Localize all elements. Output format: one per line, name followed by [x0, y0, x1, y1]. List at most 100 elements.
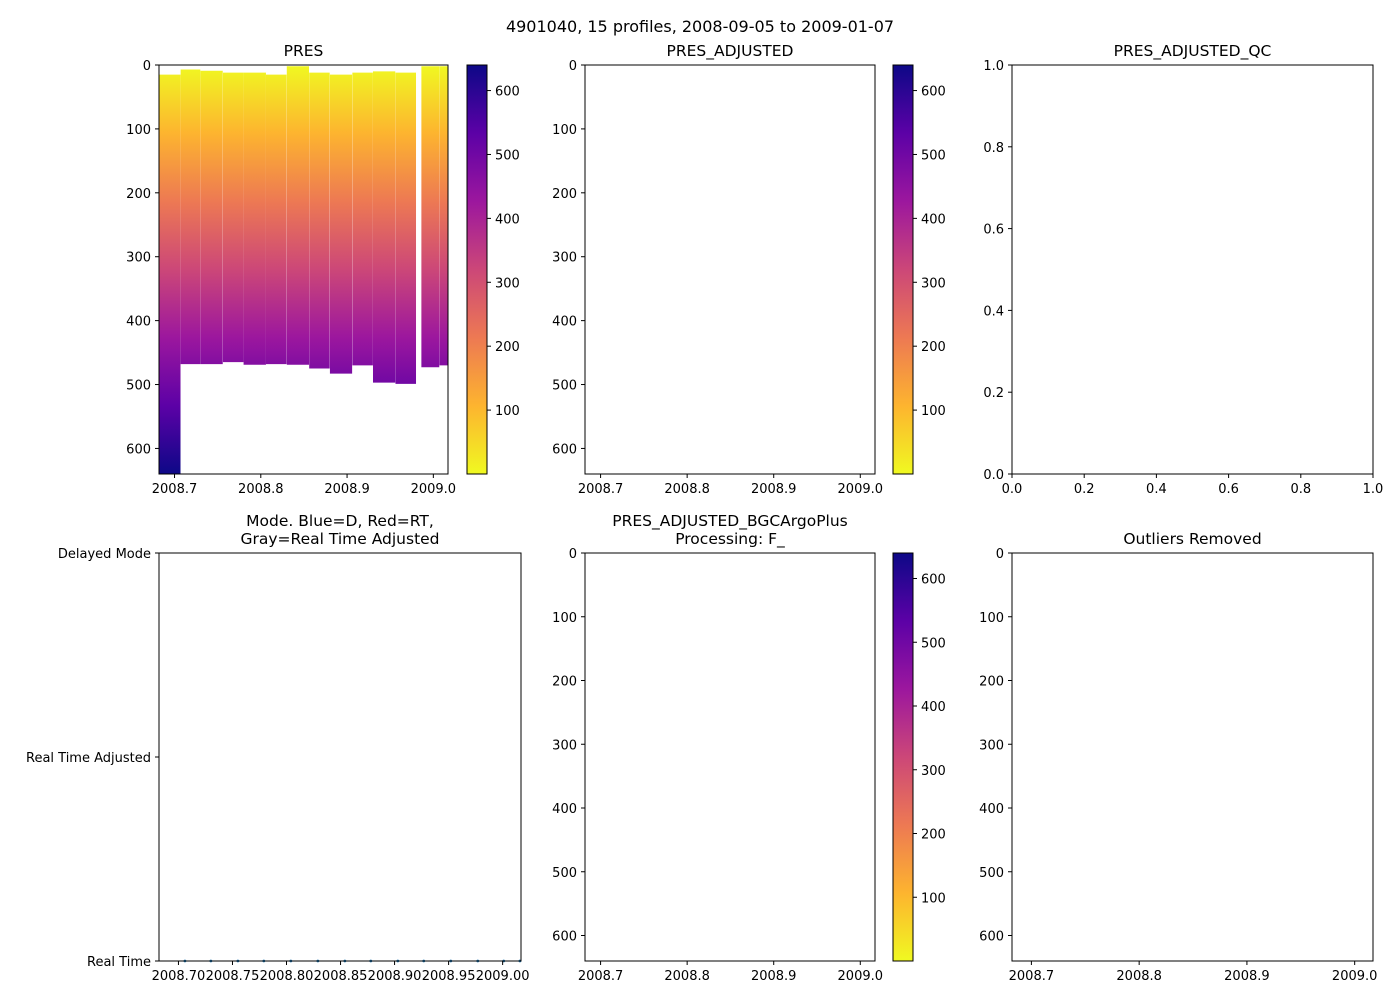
profile-column — [200, 70, 223, 365]
profile-column — [180, 69, 201, 365]
y-tick-label: 200 — [126, 187, 151, 202]
profile-column — [372, 71, 396, 383]
profile-column — [159, 74, 181, 474]
colorbar-frame — [892, 552, 914, 962]
y-tick-label: 1.0 — [983, 59, 1004, 74]
colorbar-tick-label: 400 — [921, 700, 946, 715]
axes-frame — [158, 64, 449, 475]
x-tick-label: 2009.0 — [838, 482, 884, 497]
x-tick-label: 2008.7 — [152, 482, 198, 497]
y-tick-label: 0.0 — [983, 468, 1004, 483]
y-tick-label: 600 — [552, 442, 577, 457]
y-tick-label: Delayed Mode — [58, 547, 151, 562]
x-tick-label: 2008.7 — [578, 969, 624, 984]
y-tick-label: 600 — [552, 930, 577, 945]
x-tick-label: 2008.80 — [260, 969, 314, 984]
axes-frame — [584, 64, 876, 475]
x-tick-label: 2009.0 — [1332, 969, 1378, 984]
profile-column — [309, 72, 330, 369]
y-tick-label: 500 — [979, 866, 1004, 881]
chart-title-line-1: PRES_ADJUSTED_BGCArgoPlus — [612, 512, 848, 531]
y-tick-label: 0.2 — [983, 386, 1004, 401]
colorbar: 100 200 300 400 500 600 — [892, 552, 946, 962]
chart-outliers: 2008.7 2008.8 2008.9 2009.0 0 100 200 300 400 500… — [979, 530, 1377, 984]
chart-title-line-2: Processing: F_ — [675, 530, 785, 549]
x-tick-label: 0.4 — [1146, 482, 1167, 497]
colorbar-tick-label: 500 — [921, 148, 946, 163]
x-tick-label: 2008.70 — [152, 969, 206, 984]
x-tick-label: 0.0 — [1002, 482, 1023, 497]
colorbar-tick-label: 600 — [921, 573, 946, 588]
y-tick-label: 400 — [126, 315, 151, 330]
x-tick-label: 0.8 — [1290, 482, 1311, 497]
axes-frame — [1011, 552, 1374, 962]
y-tick-label: 100 — [552, 611, 577, 626]
chart-title: PRES_ADJUSTED — [667, 42, 794, 61]
y-tick-label: Real Time — [87, 955, 151, 970]
colorbar-gradient — [467, 65, 487, 474]
chart-pres_adjusted_qc: 0.0 0.2 0.4 0.6 0.8 1.0 0.0 0.2 0.4 0.6 0.8 1.0 PRES… — [983, 42, 1383, 497]
colorbar-tick-label: 200 — [921, 340, 946, 355]
colorbar-frame — [892, 64, 914, 475]
colorbar-tick-label: 400 — [495, 212, 520, 227]
chart-pres: 2008.7 2008.8 2008.9 2009.0 0 100 200 300 400 500… — [126, 42, 520, 497]
y-tick-label: 100 — [126, 123, 151, 138]
chart-title: PRES_ADJUSTED_QC — [1114, 42, 1272, 61]
x-tick-label: 1.0 — [1363, 482, 1384, 497]
profile-column — [222, 72, 244, 363]
profile-column — [395, 72, 417, 384]
y-tick-label: 300 — [552, 251, 577, 266]
profile-column — [329, 74, 353, 374]
x-tick-label: 2009.0 — [411, 482, 457, 497]
y-tick-label: 300 — [126, 251, 151, 266]
y-tick-label: 0.6 — [983, 223, 1004, 238]
x-tick-label: 2008.9 — [751, 482, 797, 497]
colorbar-tick-label: 300 — [495, 276, 520, 291]
profile-column — [439, 66, 448, 366]
colorbar-tick-label: 300 — [921, 764, 946, 779]
y-tick-label: 400 — [979, 802, 1004, 817]
y-tick-label: 100 — [552, 123, 577, 138]
axes-frame — [584, 552, 876, 962]
colorbar-tick-label: 600 — [921, 85, 946, 100]
figure-title: 4901040, 15 profiles, 2008-09-05 to 2009… — [506, 17, 894, 36]
y-tick-label: 0.8 — [983, 141, 1004, 156]
profile-column — [352, 72, 373, 366]
colorbar-tick-label: 400 — [921, 212, 946, 227]
y-tick-label: 400 — [552, 315, 577, 330]
colorbar: 100 200 300 400 500 600 — [892, 64, 946, 475]
y-tick-label: 100 — [979, 611, 1004, 626]
y-tick-label: 200 — [552, 187, 577, 202]
colorbar-tick-label: 500 — [921, 636, 946, 651]
profile-column — [265, 74, 287, 365]
x-tick-label: 2008.9 — [751, 969, 797, 984]
y-tick-label: 600 — [126, 442, 151, 457]
x-tick-label: 2008.95 — [422, 969, 476, 984]
y-tick-label: 0 — [569, 547, 577, 562]
colorbar-tick-label: 200 — [495, 340, 520, 355]
chart-title: PRES — [284, 42, 324, 60]
chart-title-line-2: Gray=Real Time Adjusted — [240, 530, 439, 548]
y-tick-label: 500 — [552, 866, 577, 881]
y-tick-label: 200 — [979, 675, 1004, 690]
colorbar: 100 200 300 400 500 600 — [466, 64, 520, 475]
colorbar-tick-label: 300 — [921, 276, 946, 291]
colorbar-frame — [466, 64, 488, 475]
chart-title: Outliers Removed — [1123, 530, 1261, 548]
colorbar-tick-label: 100 — [921, 891, 946, 906]
colorbar-tick-label: 600 — [495, 85, 520, 100]
colorbar-tick-label: 100 — [921, 404, 946, 419]
y-tick-label: 300 — [979, 738, 1004, 753]
colorbar-tick-label: 500 — [495, 148, 520, 163]
chart-pres_adjusted: 2008.7 2008.8 2008.9 2009.0 0 100 200 300 400 500… — [552, 42, 946, 497]
y-tick-label: 0 — [143, 59, 151, 74]
x-tick-label: 2009.00 — [476, 969, 530, 984]
colorbar-gradient — [893, 65, 913, 474]
profile-column — [286, 66, 310, 365]
x-tick-label: 2008.90 — [368, 969, 422, 984]
axes-frame — [158, 552, 522, 962]
colorbar-gradient — [893, 553, 913, 961]
x-tick-label: 2008.7 — [578, 482, 624, 497]
y-tick-label: 600 — [979, 930, 1004, 945]
